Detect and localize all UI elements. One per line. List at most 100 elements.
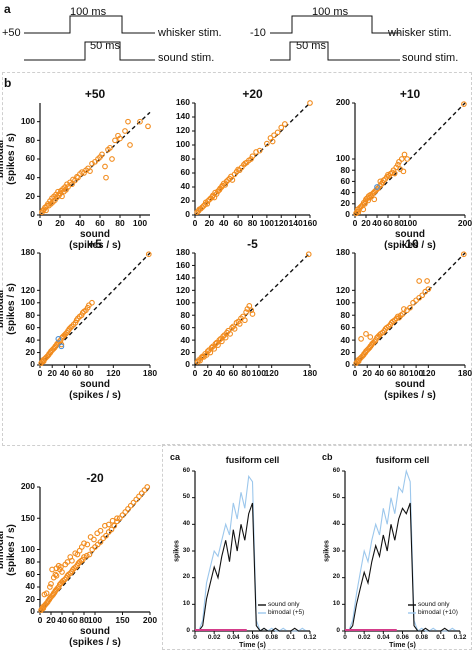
x-tick-label: 80 [84,368,94,378]
highlight-point [374,184,380,190]
sound-stim-trace-2 [270,41,400,61]
panel-ca-label: ca [170,452,181,462]
data-point [69,557,75,564]
x-axis-label: Time (s) [389,642,416,649]
x-tick-label: 0.08 [415,634,428,641]
y-tick-label: 0 [186,626,190,634]
x-tick-label: 0.1 [286,634,296,641]
y-tick-label: 40 [180,334,190,345]
unity-line [39,252,151,366]
data-point [59,193,65,200]
data-point [109,156,115,162]
highlight-point [55,336,62,342]
x-axis-label: sound (spikes / s) [69,229,121,251]
y-tick-label: 80 [25,309,35,320]
data-point [461,101,467,107]
data-point [74,173,80,180]
whisker-duration-label-2: 100 ms [312,6,349,18]
x-tick-label: 100 [87,615,103,625]
x-tick-label: 180 [302,368,318,378]
data-point [374,186,380,193]
panel-b-frame [2,72,472,446]
data-point [137,118,143,125]
data-point [105,521,112,528]
y-tick-label: 80 [340,309,350,320]
x-tick-label: 0 [352,368,358,378]
y-tick-label: 50 [332,493,340,501]
chart-title: -10 [401,237,419,251]
data-point [138,490,145,497]
data-point [269,138,276,145]
y-tick-label: 140 [175,272,190,283]
data-point [281,121,288,127]
data-point [360,206,367,213]
data-point [399,311,406,317]
x-axis-label: sound (spikes / s) [69,379,121,401]
y-tick-label: 200 [20,481,35,492]
data-point [116,515,123,522]
data-point [89,299,95,306]
chart-title: fusiform cell [225,455,280,465]
data-point [407,304,413,311]
data-point [141,487,148,493]
data-point [53,572,60,579]
x-tick-label: 0 [37,615,43,625]
legend-label: bimodal (+10) [418,609,458,616]
data-point [97,527,104,534]
y-tick-label: 100 [175,139,190,150]
chart-8 [342,468,461,634]
y-tick-label: 60 [180,322,190,333]
y-tick-label: 40 [180,181,190,192]
chart-6 [37,484,151,615]
y-tick-label: 200 [335,97,350,108]
data-point [144,484,151,490]
legend-label: sound only [418,601,450,608]
x-tick-label: 0 [352,218,358,228]
data-point [425,286,432,292]
data-point [47,584,53,590]
data-point [114,515,120,522]
data-point [65,184,71,190]
y-tick-label: 20 [25,347,35,358]
y-axis-label: spikes [323,540,331,562]
y-axis-label: bimodal (spikes / s) [0,133,17,185]
x-axis-label: sound (spikes / s) [384,379,436,401]
sound-stim-trace-1 [24,41,155,61]
data-point [103,532,109,539]
chart-title: +50 [84,87,106,101]
data-point [125,506,131,512]
data-point [249,153,256,160]
x-axis-label: sound (spikes / s) [384,229,436,251]
series-line [345,502,460,632]
data-point [81,554,87,560]
y-tick-label: 60 [332,466,340,474]
data-point [227,331,233,337]
data-point [43,590,50,597]
x-tick-label: 200 [142,615,158,625]
chart-3 [37,251,152,368]
y-tick-label: 20 [180,195,190,206]
x-tick-label: 40 [57,615,67,625]
x-tick-label: 80 [399,368,409,378]
data-point [83,552,90,559]
whisker-stim-label-1: whisker stim. [158,27,222,39]
x-tick-label: 100 [251,368,266,378]
x-tick-label: 0.06 [396,634,409,641]
chart-2 [352,101,467,218]
x-tick-label: 150 [115,615,130,625]
x-tick-label: 100 [409,368,424,378]
y-tick-label: 0 [185,209,190,220]
x-tick-label: 180 [457,368,473,378]
chart-5 [352,251,467,368]
data-point [52,571,59,578]
y-tick-label: 80 [340,164,350,175]
y-tick-label: 40 [182,520,190,528]
data-point [127,142,133,148]
y-tick-label: 120 [175,284,190,295]
chart-title: +20 [242,87,263,101]
data-point [248,156,254,162]
y-tick-label: 0 [336,626,340,634]
data-point [58,564,64,570]
data-point [363,331,369,337]
data-point [117,135,123,142]
